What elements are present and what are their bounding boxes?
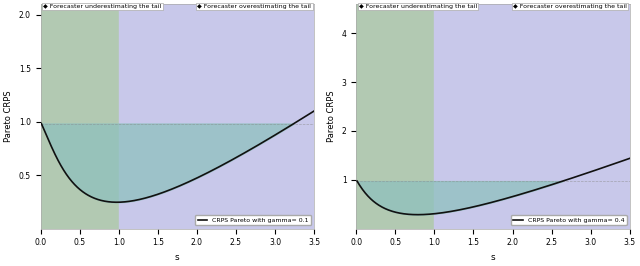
Text: ◆ Forecaster underestimating the tail: ◆ Forecaster underestimating the tail [44,4,161,9]
Text: ◆ Forecaster overestimating the tail: ◆ Forecaster overestimating the tail [198,4,311,9]
Legend: CRPS Pareto with gamma= 0.1: CRPS Pareto with gamma= 0.1 [195,215,311,225]
Bar [356,4,435,228]
Legend: CRPS Pareto with gamma= 0.4: CRPS Pareto with gamma= 0.4 [511,215,627,225]
Text: ◆ Forecaster overestimating the tail: ◆ Forecaster overestimating the tail [513,4,627,9]
Bar [435,4,630,228]
Text: ◆ Forecaster underestimating the tail: ◆ Forecaster underestimating the tail [359,4,477,9]
X-axis label: s: s [175,253,180,262]
Bar [40,4,118,228]
Bar [118,4,314,228]
Y-axis label: Pareto CRPS: Pareto CRPS [4,90,13,142]
Y-axis label: Pareto CRPS: Pareto CRPS [327,90,336,142]
X-axis label: s: s [491,253,495,262]
